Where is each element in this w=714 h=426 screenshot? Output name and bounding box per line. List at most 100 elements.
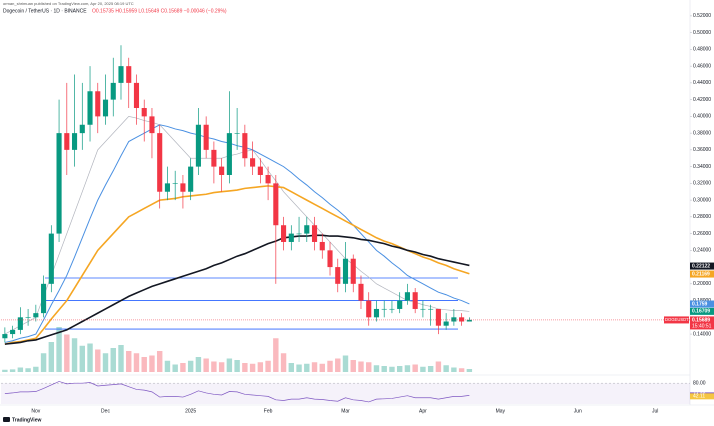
volume-bar <box>149 355 155 372</box>
volume-bar <box>118 345 124 372</box>
candle-body <box>79 124 85 134</box>
price-tag-label: 0.1759 <box>692 301 708 307</box>
volume-bar <box>451 367 457 372</box>
candle-body <box>435 308 441 326</box>
volume-bar <box>249 363 256 372</box>
volume-bar <box>435 361 442 372</box>
candle-body <box>211 149 217 167</box>
volume-bar <box>389 366 395 372</box>
volume-bar <box>180 363 186 372</box>
x-tick-label: Jul <box>652 408 658 414</box>
candle-body <box>335 267 341 284</box>
volume-bar <box>64 334 70 372</box>
y-tick-label: 0.42000 <box>693 97 711 103</box>
y-tick-label: 0.32000 <box>693 181 711 187</box>
candle-body <box>25 317 31 318</box>
rsi-band <box>1 383 690 404</box>
y-tick-label: 0.48000 <box>693 47 711 53</box>
volume-bar <box>226 358 233 372</box>
volume-bar <box>358 361 364 372</box>
volume-bar <box>420 366 426 372</box>
candle-body <box>180 183 186 192</box>
symbol-tag-label: DOGEUSDT <box>665 317 689 322</box>
candle-body <box>71 133 78 150</box>
volume-bar <box>265 360 271 372</box>
candle-body <box>95 91 101 117</box>
candle-body <box>358 283 364 301</box>
price-tag-label: 0.22122 <box>692 263 710 269</box>
candle-body <box>366 300 372 318</box>
candle-body <box>219 166 225 175</box>
y-tick-label: 0.20000 <box>693 281 711 287</box>
candle-body <box>342 258 349 284</box>
candle-body <box>226 133 232 175</box>
rsi-line <box>4 381 470 403</box>
y-tick-label: 0.40000 <box>693 114 711 120</box>
volume-bar <box>335 358 341 372</box>
volume-bar <box>211 361 217 372</box>
candle-body <box>381 308 387 310</box>
candle-body <box>250 158 256 167</box>
countdown: 15:40:51 <box>692 323 712 329</box>
price-tag <box>690 307 714 315</box>
price-tag-label: 0.15689 <box>692 317 710 323</box>
candle-body <box>373 308 380 318</box>
volume-bar <box>273 338 279 372</box>
candle-body <box>350 258 356 284</box>
y-tick-label: 0.36000 <box>693 147 711 153</box>
candle-body <box>164 183 170 192</box>
price-tag <box>690 262 714 270</box>
candle-body <box>102 99 109 117</box>
volume-bar <box>95 349 101 372</box>
candle-body <box>451 317 457 322</box>
candle-body <box>428 308 434 310</box>
candle-body <box>141 108 147 117</box>
volume-bar <box>319 363 325 372</box>
y-tick-label: 0.46000 <box>693 63 711 69</box>
rsi-tick-label: 80.00 <box>693 381 706 387</box>
candle-body <box>118 66 124 83</box>
volume-bar <box>296 364 302 372</box>
candle-body <box>397 300 403 309</box>
candle-body <box>110 82 116 100</box>
volume-bar <box>427 366 434 372</box>
volume-bar <box>164 360 171 372</box>
price-tag-label: 0.16709 <box>692 309 710 315</box>
candle-body <box>133 82 140 109</box>
volume-bar <box>443 365 449 372</box>
volume-bar <box>33 366 39 372</box>
candle-body <box>10 329 16 335</box>
volume-bar <box>71 338 78 372</box>
candle-body <box>389 308 395 310</box>
y-tick-label: 0.14000 <box>693 331 711 337</box>
volume-bar <box>2 369 8 372</box>
candle-body <box>203 124 209 150</box>
volume-bar <box>257 362 264 372</box>
x-tick-label: Jun <box>574 408 582 414</box>
x-tick-label: Apr <box>419 408 427 414</box>
publisher: orman_shrimuan published on TradingView.… <box>3 1 134 6</box>
candle-body <box>327 250 333 268</box>
volume-bar <box>366 362 372 372</box>
y-tick-label: 0.50000 <box>693 30 711 36</box>
volume-bar <box>373 365 380 372</box>
candle-body <box>443 321 449 326</box>
candle-body <box>412 292 418 309</box>
volume-bar <box>133 353 140 372</box>
volume-bar <box>350 360 356 372</box>
ohlc: O0.15735 H0.15959 L0.15649 C0.15689 −0.0… <box>92 8 227 14</box>
volume-bar <box>141 357 147 372</box>
candle-body <box>319 241 325 251</box>
volume-bar <box>156 351 163 372</box>
candle-body <box>242 133 248 159</box>
candle-body <box>157 133 163 192</box>
candle-body <box>87 91 93 125</box>
candle-body <box>56 133 62 234</box>
volume-bar <box>56 327 62 372</box>
volume-bar <box>110 348 116 372</box>
candle-body <box>420 308 426 310</box>
volume-bar <box>25 368 31 372</box>
x-tick-label: Nov <box>31 408 40 414</box>
candle-body <box>126 66 132 83</box>
